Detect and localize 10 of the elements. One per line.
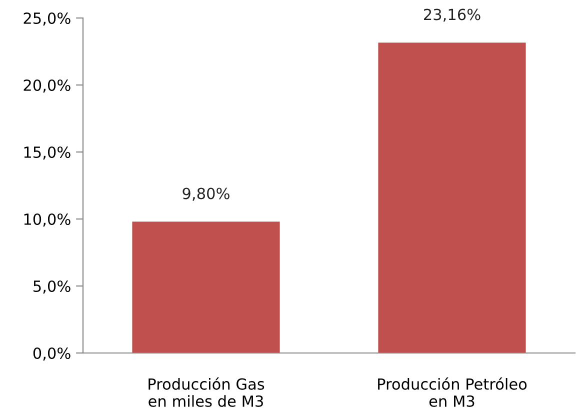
- x-tick-label: Producción Petróleo en M3: [378, 377, 527, 407]
- y-tick-label: 15,0%: [24, 146, 70, 160]
- data-label: 9,80%: [182, 188, 230, 201]
- y-tick-label: 25,0%: [24, 12, 70, 26]
- y-tick-label: 0,0%: [33, 347, 70, 361]
- y-tick-label: 5,0%: [34, 280, 70, 294]
- data-label: 23,16%: [424, 8, 480, 22]
- x-tick-label: Producción Gas en miles de M3: [148, 377, 264, 407]
- y-tick-label: 10,0%: [24, 213, 70, 227]
- y-tick-label: 20,0%: [24, 79, 70, 93]
